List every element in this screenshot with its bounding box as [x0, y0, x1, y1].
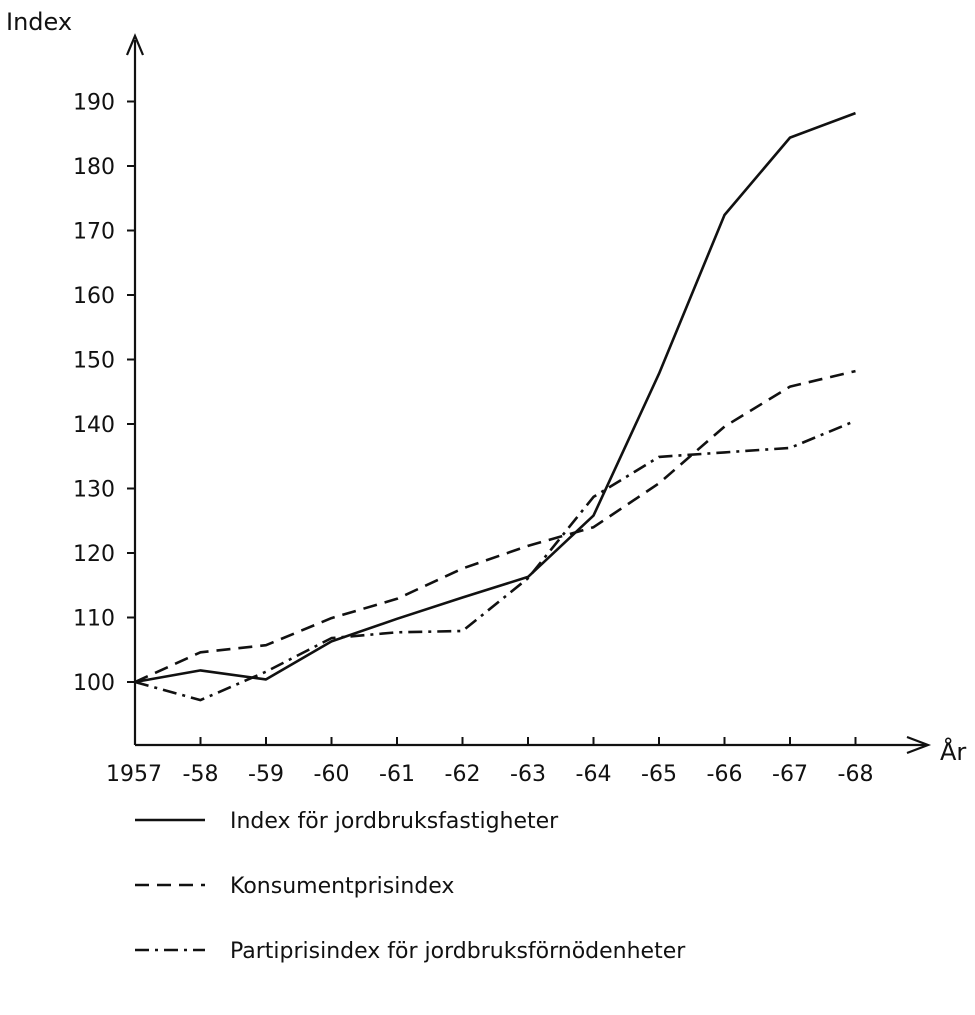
y-tick-label: 100 [73, 671, 115, 696]
x-tick-label: -58 [183, 762, 219, 787]
legend-label-1: Index för jordbruksfastigheter [230, 809, 559, 834]
x-tick-label: -65 [641, 762, 677, 787]
y-tick-label: 140 [73, 413, 115, 438]
legend-label-2: Konsumentprisindex [230, 874, 454, 899]
y-tick-label: 120 [73, 542, 115, 567]
y-tick-label: 190 [73, 91, 115, 116]
series-line-3 [134, 419, 856, 702]
y-tick-label: 130 [73, 478, 115, 503]
x-ticks: 1957 -58 -59 -60 -61 -62 -63 -64 -65 -66 -67 -68 [106, 737, 873, 787]
x-tick-label: 1957 [106, 762, 162, 787]
x-tick-label: -64 [576, 762, 612, 787]
y-tick-label: 160 [73, 284, 115, 309]
y-ticks: 100 110 120 130 140 150 160 170 180 190 [73, 91, 135, 696]
legend: Index för jordbruksfastigheter Konsumentp… [135, 809, 686, 964]
y-tick-label: 180 [73, 155, 115, 180]
y-axis-arrow [125, 33, 145, 56]
series-lines [134, 111, 856, 702]
y-axis-title: Index [6, 8, 72, 36]
x-tick-label: -60 [314, 762, 350, 787]
x-axis-title: År [940, 737, 966, 766]
x-tick-label: -59 [248, 762, 284, 787]
x-tick-label: -67 [772, 762, 808, 787]
y-tick-label: 110 [73, 607, 115, 632]
x-tick-label: -68 [838, 762, 874, 787]
x-axis-arrow [906, 735, 932, 755]
y-tick-label: 170 [73, 220, 115, 245]
x-tick-label: -63 [510, 762, 546, 787]
x-tick-label: -62 [445, 762, 481, 787]
series-line-2 [134, 369, 856, 684]
y-tick-label: 150 [73, 349, 115, 374]
x-tick-label: -66 [707, 762, 743, 787]
legend-label-3: Partiprisindex för jordbruksförnödenhete… [230, 939, 686, 964]
x-tick-label: -61 [379, 762, 415, 787]
series-line-1 [134, 111, 856, 684]
